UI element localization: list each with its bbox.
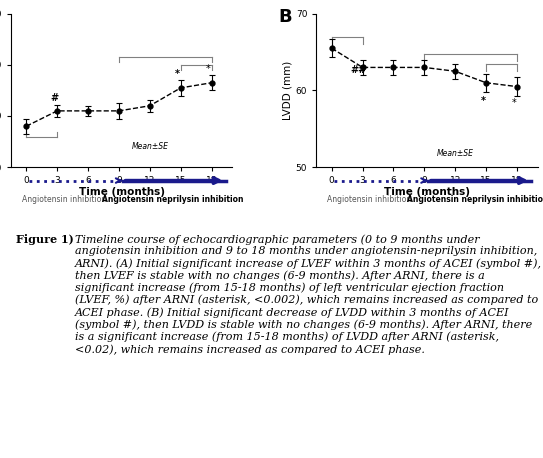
- Text: Angiotensin neprilysin inhibition: Angiotensin neprilysin inhibition: [102, 195, 243, 204]
- X-axis label: Time (months): Time (months): [79, 186, 165, 196]
- Text: B: B: [279, 8, 292, 26]
- Text: Angiotensin neprilysin inhibition: Angiotensin neprilysin inhibition: [407, 195, 543, 204]
- Text: *: *: [175, 69, 180, 79]
- Text: Angiotensin inhibition: Angiotensin inhibition: [22, 195, 106, 204]
- Text: Mean±SE: Mean±SE: [131, 142, 168, 151]
- Text: Angiotensin inhibition: Angiotensin inhibition: [327, 195, 412, 204]
- Text: #: #: [50, 93, 58, 103]
- Text: *: *: [512, 98, 516, 108]
- Text: Mean±SE: Mean±SE: [437, 149, 473, 158]
- Text: *: *: [206, 64, 211, 74]
- Text: ##: ##: [350, 65, 367, 75]
- Y-axis label: LVDD (mm): LVDD (mm): [283, 61, 293, 120]
- Text: Timeline course of echocardiographic parameters (0 to 9 months under angiotensin: Timeline course of echocardiographic par…: [75, 234, 542, 354]
- Text: Figure 1): Figure 1): [16, 234, 74, 245]
- X-axis label: Time (months): Time (months): [384, 186, 470, 196]
- Text: *: *: [481, 96, 485, 106]
